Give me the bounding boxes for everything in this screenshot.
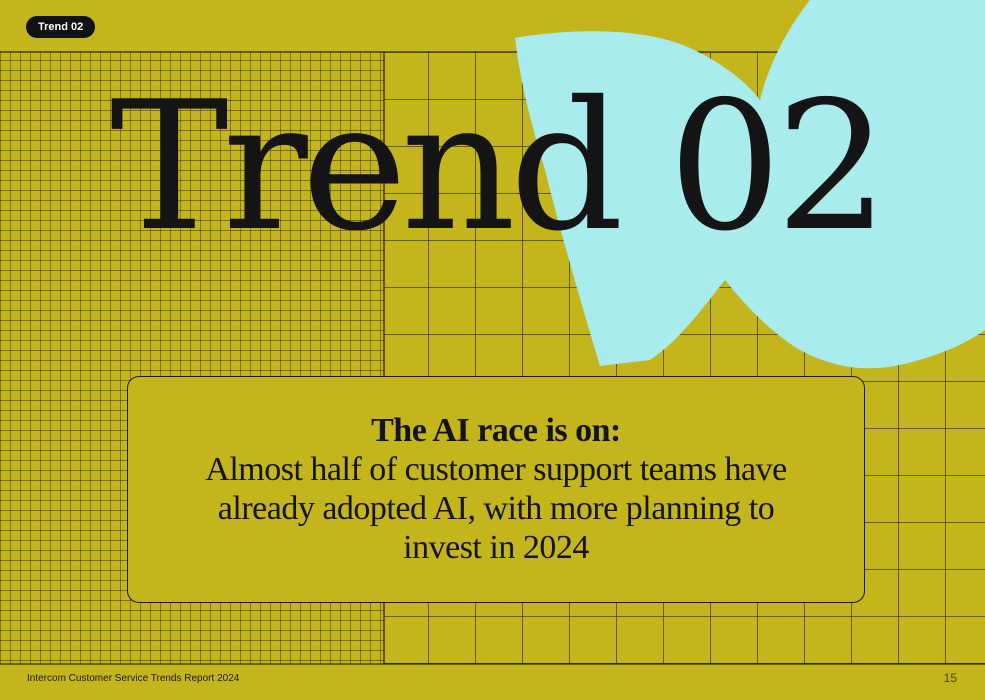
callout-heading: The AI race is on: — [371, 412, 621, 449]
footer-page-number: 15 — [943, 671, 957, 685]
accent-shape — [515, 0, 985, 369]
footer-report-name: Intercom Customer Service Trends Report … — [27, 673, 240, 684]
page-title: Trend 02 — [110, 63, 889, 270]
callout-box: The AI race is on: Almost half of custom… — [127, 376, 865, 603]
callout-body: Almost half of customer support teams ha… — [205, 451, 787, 566]
trend-tag: Trend 02 — [26, 16, 96, 38]
